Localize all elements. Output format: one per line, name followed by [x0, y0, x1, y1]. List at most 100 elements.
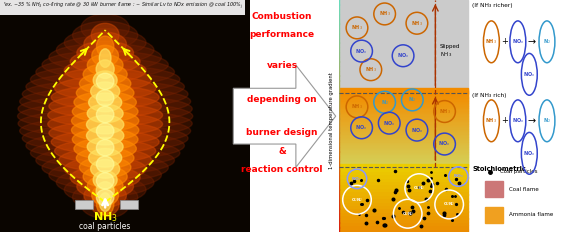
Bar	[339, 96, 468, 101]
Text: O$_2$N$_2$: O$_2$N$_2$	[402, 210, 414, 218]
Text: NH$_3$: NH$_3$	[93, 210, 118, 224]
Ellipse shape	[64, 59, 146, 82]
Bar	[326, 28, 339, 33]
Text: O$_2$N$_2$: O$_2$N$_2$	[443, 201, 455, 208]
Bar	[326, 71, 339, 76]
Ellipse shape	[96, 156, 114, 172]
Ellipse shape	[64, 29, 146, 57]
Bar	[326, 38, 339, 43]
Ellipse shape	[90, 82, 119, 101]
Ellipse shape	[96, 123, 114, 139]
Ellipse shape	[64, 157, 146, 180]
Ellipse shape	[81, 190, 129, 218]
Bar	[326, 80, 339, 85]
Ellipse shape	[48, 113, 163, 136]
Text: $^r$ex. ~35 % NH$_3$ co-firing rate @ 30 kW burner flame : ~ Similar Lv to NOx e: $^r$ex. ~35 % NH$_3$ co-firing rate @ 30…	[2, 1, 243, 12]
Text: NO$_x$: NO$_x$	[512, 116, 524, 125]
Text: O$_2$N$_2$: O$_2$N$_2$	[351, 196, 363, 204]
Bar	[339, 121, 468, 126]
Ellipse shape	[20, 117, 191, 145]
Ellipse shape	[59, 148, 151, 171]
Bar	[326, 208, 339, 213]
Bar	[326, 142, 339, 147]
Bar	[339, 205, 468, 208]
Bar	[326, 33, 339, 38]
Text: Slipped
NH$_3$: Slipped NH$_3$	[440, 44, 460, 59]
Ellipse shape	[84, 184, 126, 207]
Ellipse shape	[64, 176, 146, 204]
Ellipse shape	[36, 146, 175, 174]
Bar	[326, 47, 339, 52]
Ellipse shape	[30, 65, 180, 93]
Bar	[326, 166, 339, 171]
Ellipse shape	[51, 86, 159, 109]
Text: (If NH₃ richer): (If NH₃ richer)	[472, 3, 513, 8]
Ellipse shape	[96, 106, 114, 123]
Bar	[326, 175, 339, 180]
Ellipse shape	[36, 58, 175, 86]
Bar	[326, 109, 339, 114]
Text: Coal particles: Coal particles	[500, 169, 538, 174]
Ellipse shape	[70, 50, 140, 73]
Ellipse shape	[87, 55, 123, 76]
Bar	[326, 161, 339, 166]
Ellipse shape	[18, 102, 193, 130]
Text: NH$_3$: NH$_3$	[439, 107, 451, 116]
Bar	[339, 218, 468, 222]
Ellipse shape	[30, 139, 180, 167]
Bar	[326, 218, 339, 223]
Ellipse shape	[22, 80, 188, 108]
Ellipse shape	[76, 148, 134, 168]
Ellipse shape	[92, 45, 118, 66]
Bar	[0, 204, 250, 232]
Bar	[326, 14, 339, 19]
Bar	[326, 0, 339, 5]
Bar	[339, 184, 468, 188]
Bar	[339, 157, 468, 162]
Bar	[339, 174, 468, 178]
Bar	[339, 154, 468, 159]
Text: N$_2$: N$_2$	[381, 98, 389, 107]
Bar	[339, 98, 468, 103]
Bar	[326, 227, 339, 232]
Text: NO$_x$: NO$_x$	[351, 175, 362, 183]
Text: +: +	[501, 37, 508, 46]
Text: performance: performance	[250, 30, 315, 39]
Ellipse shape	[80, 73, 131, 94]
Bar	[339, 201, 468, 205]
Ellipse shape	[100, 193, 111, 212]
Ellipse shape	[18, 110, 192, 137]
Ellipse shape	[77, 41, 134, 64]
Ellipse shape	[56, 36, 154, 64]
Bar	[339, 164, 468, 167]
Bar	[339, 188, 468, 191]
Bar	[326, 76, 339, 81]
Ellipse shape	[48, 104, 163, 127]
Bar	[326, 194, 339, 199]
Ellipse shape	[55, 139, 156, 162]
Ellipse shape	[77, 175, 134, 198]
Bar	[326, 189, 339, 194]
Text: NO$_x$: NO$_x$	[523, 149, 535, 158]
Bar	[326, 113, 339, 119]
Bar	[339, 108, 468, 113]
Ellipse shape	[76, 83, 134, 103]
Text: NO$_x$: NO$_x$	[453, 173, 464, 180]
Bar	[339, 177, 468, 181]
Ellipse shape	[97, 194, 114, 215]
Bar	[326, 61, 339, 66]
Bar	[326, 123, 339, 128]
Bar	[339, 119, 468, 124]
Text: NO$_x$: NO$_x$	[356, 123, 368, 132]
Bar	[339, 142, 468, 147]
Ellipse shape	[49, 95, 162, 118]
Ellipse shape	[83, 166, 127, 187]
Text: NH$_3$: NH$_3$	[411, 19, 423, 28]
Text: NH$_3$: NH$_3$	[485, 116, 497, 125]
Bar	[339, 129, 468, 134]
Bar	[339, 124, 468, 129]
Bar	[339, 134, 468, 139]
Bar	[326, 185, 339, 190]
Polygon shape	[233, 65, 336, 167]
Text: →: →	[528, 37, 536, 47]
